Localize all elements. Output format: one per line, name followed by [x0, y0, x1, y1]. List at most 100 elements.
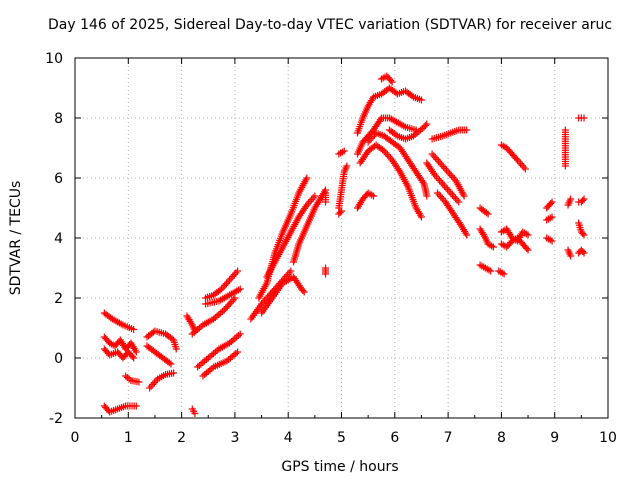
data-point — [456, 220, 464, 228]
x-tick-label: 4 — [284, 430, 293, 446]
y-axis-label: SDTVAR / TECUs — [8, 181, 24, 296]
data-point — [419, 178, 427, 186]
y-tick-label: 8 — [54, 111, 63, 127]
x-tick-label: 3 — [230, 430, 239, 446]
data-point — [299, 287, 307, 294]
data-point — [300, 288, 308, 296]
data-point — [524, 246, 532, 254]
x-tick-label: 5 — [337, 430, 346, 446]
data-point — [311, 192, 319, 200]
data-point — [223, 303, 231, 311]
data-point — [580, 114, 588, 122]
y-tick-label: -2 — [49, 411, 63, 427]
data-point — [376, 116, 384, 124]
data-point — [417, 96, 425, 104]
y-tick-label: 2 — [54, 291, 63, 307]
x-tick-label: 10 — [599, 430, 617, 446]
data-point — [287, 267, 295, 275]
data-point — [455, 198, 463, 206]
data-point — [231, 294, 239, 302]
x-tick-label: 8 — [497, 430, 506, 446]
data-point — [132, 348, 140, 356]
data-point — [482, 209, 490, 217]
x-tick-label: 9 — [550, 430, 559, 446]
data-point — [225, 301, 233, 309]
data-point — [172, 345, 180, 353]
data-point — [523, 245, 531, 252]
x-tick-label: 6 — [390, 430, 399, 446]
data-point — [430, 169, 438, 177]
data-point — [408, 92, 416, 100]
data-point — [392, 131, 400, 139]
data-point — [487, 267, 495, 275]
data-point — [222, 304, 230, 312]
chart-title: Day 146 of 2025, Sidereal Day-to-day VTE… — [48, 17, 613, 33]
data-point — [500, 270, 508, 278]
x-tick-label: 1 — [124, 430, 133, 446]
y-tick-label: 6 — [54, 171, 63, 187]
data-point — [236, 285, 244, 293]
data-point — [226, 299, 234, 307]
data-point — [579, 230, 587, 237]
data-point — [167, 360, 175, 368]
data-point — [521, 165, 529, 173]
data-point — [387, 77, 395, 84]
x-axis-label: GPS time / hours — [281, 459, 398, 475]
x-tick-label: 2 — [177, 430, 186, 446]
data-point — [259, 298, 267, 306]
data-point — [417, 213, 425, 221]
data-point — [234, 348, 242, 356]
data-point — [340, 147, 348, 155]
data-point — [547, 200, 555, 207]
data-point — [302, 203, 310, 211]
data-point — [463, 126, 471, 134]
x-tick-label: 7 — [444, 430, 453, 446]
data-point — [423, 192, 431, 200]
data-point — [567, 195, 575, 203]
data-point — [580, 231, 588, 239]
data-point — [191, 410, 199, 417]
data-point — [388, 78, 396, 86]
data-point — [579, 248, 587, 255]
data-point — [421, 122, 429, 129]
data-point — [261, 297, 269, 305]
data-point — [343, 162, 351, 170]
data-point — [229, 296, 237, 304]
data-point — [395, 166, 403, 174]
data-point — [322, 270, 330, 278]
data-point — [561, 162, 569, 170]
x-tick-label: 0 — [71, 430, 80, 446]
data-point — [165, 359, 173, 367]
data-point — [322, 198, 330, 206]
data-point — [460, 192, 468, 200]
data-point — [567, 252, 575, 260]
data-point — [489, 243, 497, 251]
data-point — [228, 297, 236, 305]
y-tick-label: 4 — [54, 231, 63, 247]
data-point — [379, 146, 387, 154]
data-point — [548, 237, 556, 245]
data-point — [236, 330, 244, 338]
data-point — [170, 369, 178, 377]
data-point — [135, 378, 143, 386]
data-point — [548, 198, 556, 206]
data-point — [128, 353, 136, 360]
data-point — [258, 300, 266, 308]
data-points — [100, 72, 588, 417]
data-point — [220, 306, 228, 314]
data-point — [463, 231, 471, 239]
data-point — [524, 231, 532, 239]
data-point — [338, 207, 345, 215]
data-point — [234, 267, 242, 275]
data-point — [579, 197, 587, 204]
data-point — [580, 195, 588, 203]
data-point — [130, 326, 138, 333]
y-tick-label: 10 — [45, 51, 63, 67]
axis-ticks: 0 1 2 3 4 5 6 7 8 9 10 -2 0 2 4 6 8 10 — [45, 51, 617, 446]
y-tick-label: 0 — [54, 351, 63, 367]
data-point — [548, 213, 556, 221]
data-point — [336, 209, 344, 216]
data-point — [369, 192, 377, 200]
